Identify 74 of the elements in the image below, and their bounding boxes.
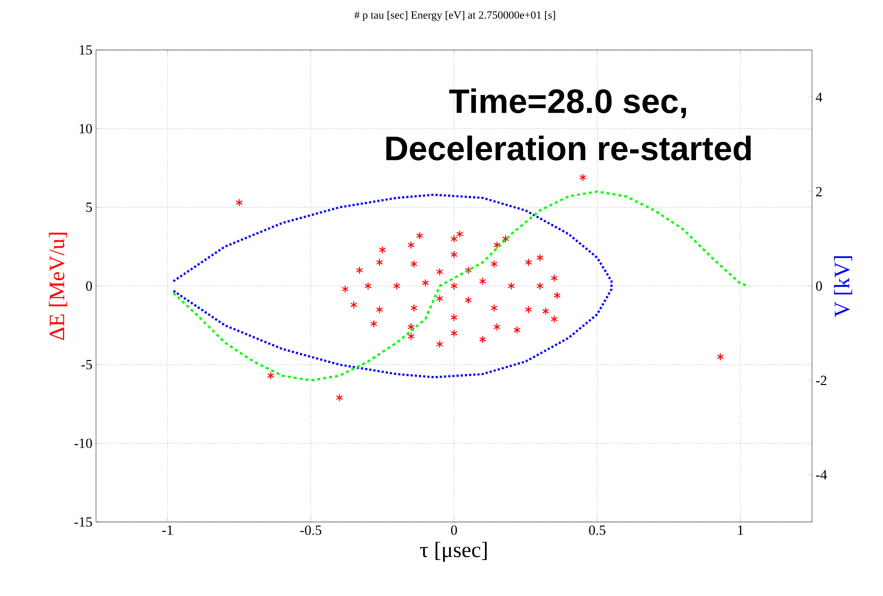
point — [716, 352, 724, 361]
y2-tick-label: -2 — [816, 376, 826, 385]
point — [542, 307, 550, 316]
x-tick-label: 1 — [738, 525, 744, 535]
point — [408, 241, 415, 250]
x-tick-label: 0 — [451, 526, 457, 535]
line-series — [172, 194, 613, 378]
y-tick-label: 5 — [86, 202, 92, 212]
point — [456, 230, 464, 238]
point — [479, 335, 486, 344]
point — [490, 260, 498, 268]
point — [450, 313, 458, 322]
y2-tick-label: 0 — [816, 281, 822, 291]
point — [579, 173, 586, 182]
point — [410, 304, 418, 312]
point — [536, 282, 544, 290]
point — [554, 291, 561, 300]
y2-tick-label: 2 — [816, 186, 822, 196]
point — [502, 234, 510, 243]
point — [524, 258, 532, 266]
point — [393, 282, 400, 290]
point — [370, 320, 378, 328]
x-tick-label: -0.5 — [300, 526, 322, 535]
point — [416, 232, 424, 240]
x-tick-label: -1 — [162, 525, 173, 535]
y2-tick-label: 4 — [816, 92, 822, 102]
point — [376, 306, 384, 314]
line-series — [172, 190, 750, 382]
point — [408, 332, 415, 340]
point — [524, 306, 532, 314]
y-tick-label: 0 — [86, 281, 92, 291]
annotation: Time=28.0 sec, — [449, 88, 686, 118]
point — [436, 268, 444, 276]
point — [490, 304, 498, 312]
y-tick-label: -5 — [81, 360, 92, 370]
point — [450, 329, 458, 338]
point — [364, 282, 372, 290]
x-tick-label: 0.5 — [589, 526, 606, 535]
annotation: Deceleration re-started — [386, 136, 751, 160]
point — [464, 266, 472, 274]
point — [436, 340, 444, 348]
point — [450, 250, 458, 259]
point — [336, 394, 343, 402]
y2-tick-label: -4 — [816, 470, 827, 480]
point — [550, 315, 558, 324]
x-axis-title: τ [μsec] — [420, 542, 487, 562]
point — [450, 282, 458, 290]
point — [350, 300, 358, 309]
point — [493, 322, 500, 331]
y-tick-label: 10 — [80, 124, 92, 134]
point — [464, 296, 472, 304]
point — [479, 277, 486, 286]
y2-axis-title: V [kV] — [834, 256, 852, 318]
point — [267, 372, 274, 380]
point — [493, 241, 500, 250]
point — [508, 282, 515, 290]
point — [450, 234, 458, 243]
y-axis-title: ΔE [MeV/u] — [48, 232, 68, 340]
point — [422, 278, 429, 287]
chart-title: # p tau [sec] Energy [eV] at 2.750000e+01 [s] — [354, 11, 556, 21]
point — [410, 260, 418, 268]
point — [550, 274, 558, 282]
point — [378, 246, 386, 254]
point — [342, 285, 349, 294]
y-tick-label: -15 — [74, 517, 92, 527]
point — [376, 258, 384, 266]
y-tick-label: 15 — [80, 45, 92, 55]
point — [513, 326, 521, 334]
point — [408, 322, 415, 331]
point — [236, 198, 243, 207]
point — [536, 254, 544, 262]
point — [356, 266, 364, 274]
y-tick-label: -10 — [74, 438, 92, 448]
point — [436, 294, 444, 303]
